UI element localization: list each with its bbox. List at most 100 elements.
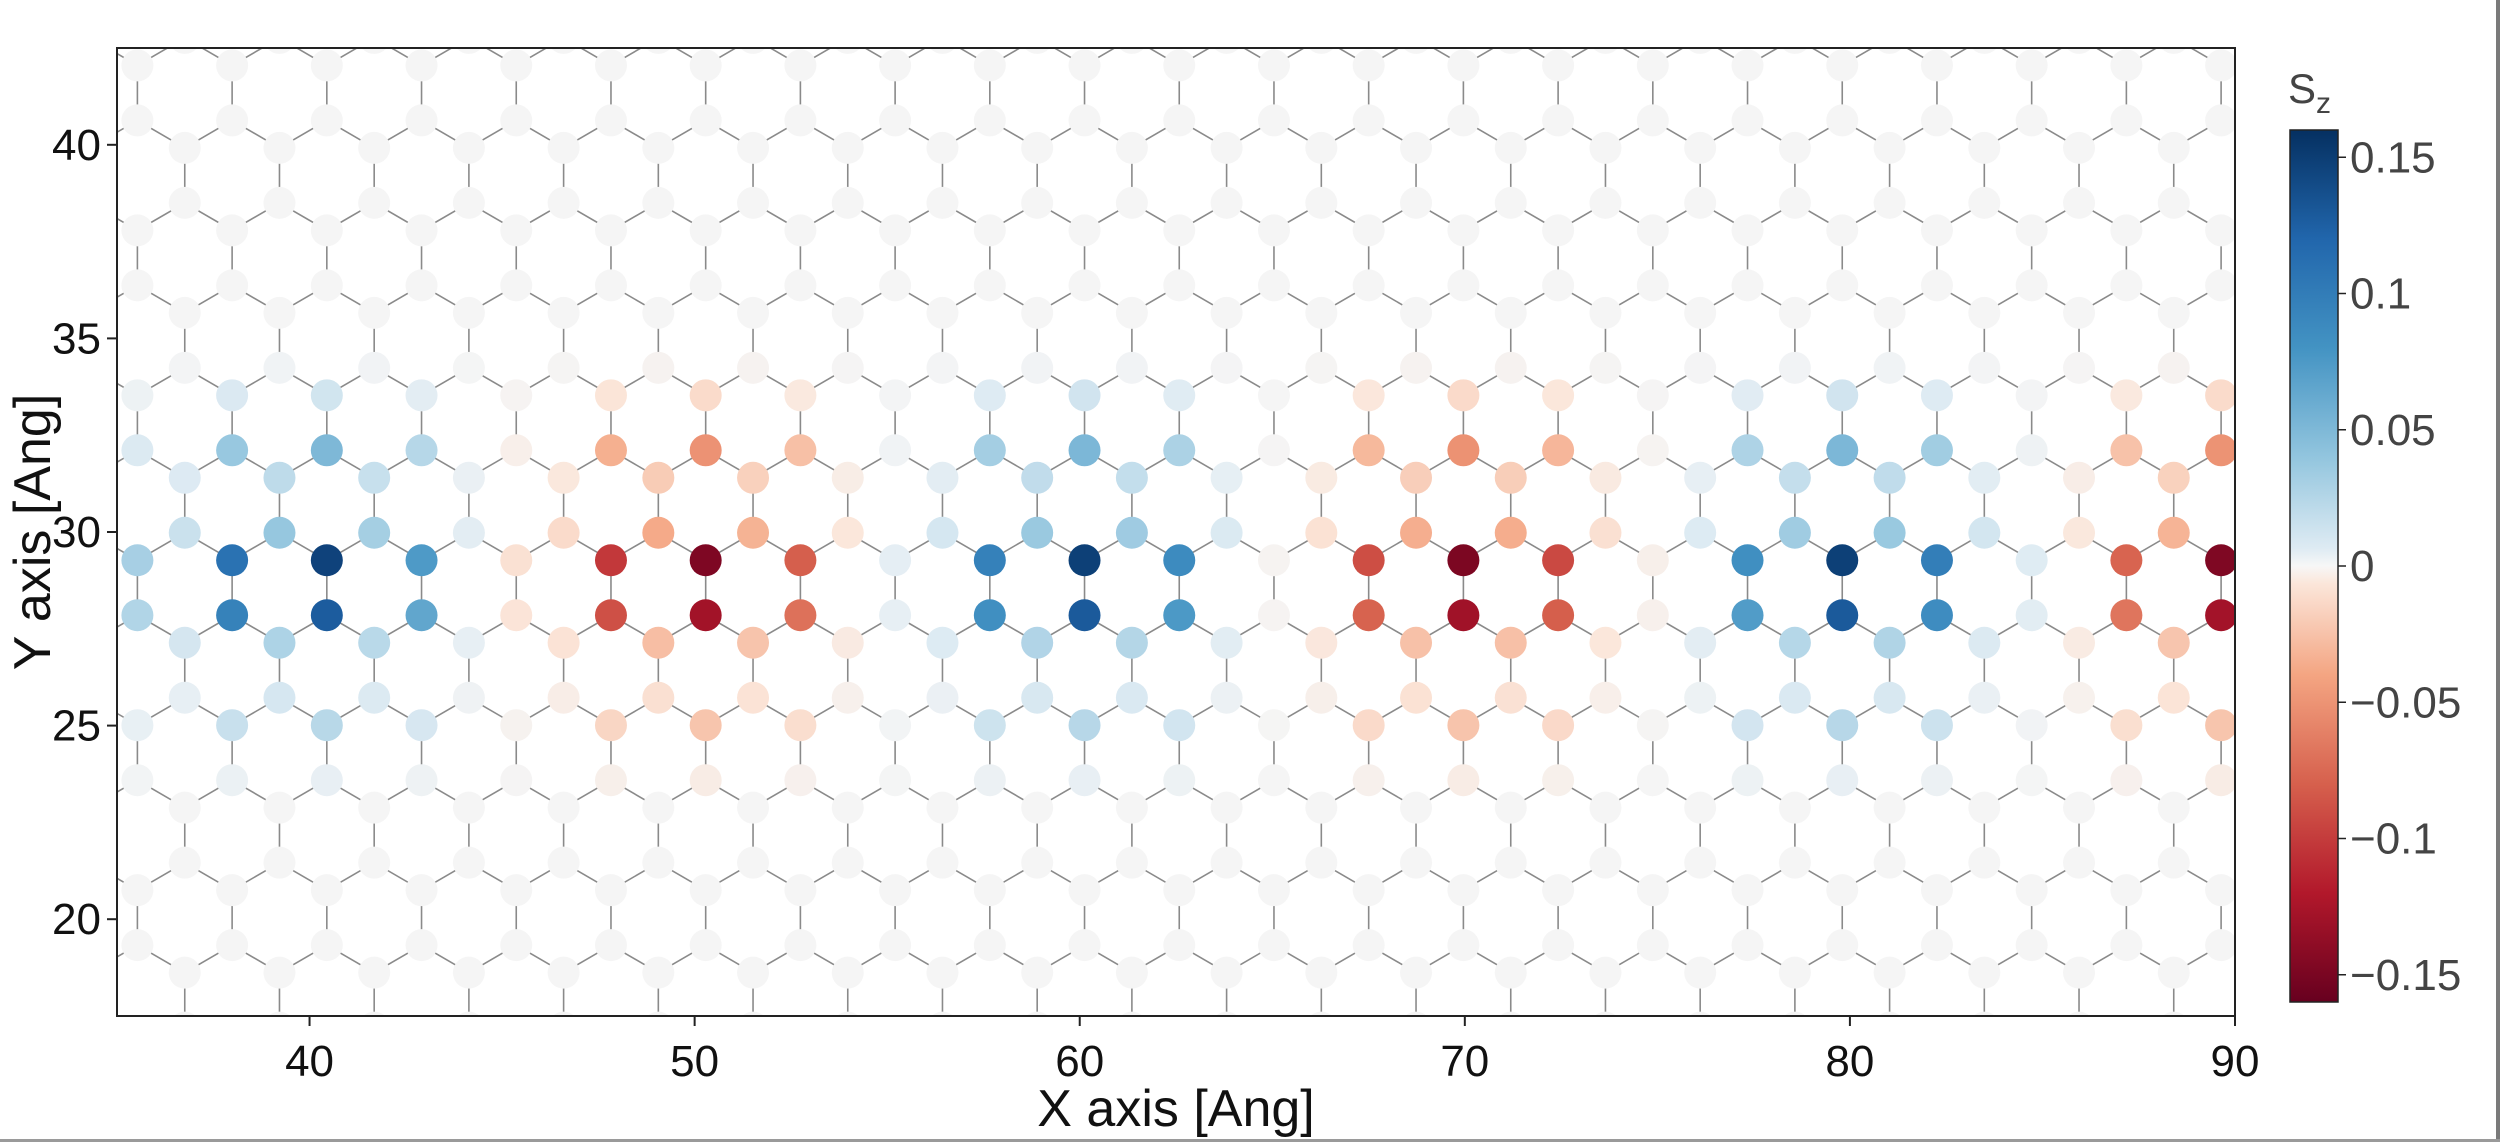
lattice-site <box>1120 1011 1143 1016</box>
lattice-site <box>973 874 1006 907</box>
lattice-site <box>500 214 533 247</box>
lattice-site <box>2110 929 2143 962</box>
lattice-site <box>1732 1039 1764 1071</box>
lattice-bond <box>2363 368 2410 395</box>
lattice-site <box>594 709 627 742</box>
lattice-site <box>1968 186 2001 219</box>
lattice-site <box>263 791 296 824</box>
lattice-site <box>74 462 106 494</box>
lattice-site <box>1826 929 1859 962</box>
lattice-bond <box>2458 863 2500 890</box>
lattice-bond <box>2458 533 2500 560</box>
lattice-site <box>121 599 154 632</box>
lattice-site <box>121 764 154 797</box>
lattice-bond <box>232 1028 279 1055</box>
lattice-site <box>1636 709 1669 742</box>
lattice-site <box>1873 846 1906 879</box>
lattice-bond <box>0 368 43 395</box>
lattice-site <box>2442 1012 2474 1044</box>
lattice-site <box>973 929 1006 962</box>
lattice-site <box>831 296 864 329</box>
lattice-site <box>737 131 770 164</box>
lattice-site <box>1920 104 1953 137</box>
lattice-site <box>1684 956 1717 989</box>
lattice-site <box>1968 956 2001 989</box>
lattice-site <box>452 956 485 989</box>
lattice-site <box>1968 131 2001 164</box>
lattice-site <box>1494 791 1527 824</box>
lattice-site <box>168 516 201 549</box>
lattice-bond <box>2411 285 2458 312</box>
lattice-site <box>168 351 201 384</box>
lattice-site <box>690 1094 722 1126</box>
lattice-site <box>452 681 485 714</box>
lattice-site <box>2395 104 2427 136</box>
lattice-site <box>0 132 11 164</box>
lattice-site <box>1257 874 1290 907</box>
lattice-bond <box>2316 1028 2363 1055</box>
lattice-site <box>1210 461 1243 494</box>
window-edge-bottom <box>0 1139 2500 1142</box>
lattice-site <box>926 516 959 549</box>
lattice-site <box>1778 846 1811 879</box>
lattice-site <box>879 764 912 797</box>
lattice-site <box>500 434 533 467</box>
lattice-site <box>1731 599 1764 632</box>
lattice-site <box>358 681 391 714</box>
lattice-site <box>594 214 627 247</box>
lattice-site <box>836 1011 859 1016</box>
lattice-site <box>1024 48 1050 54</box>
lattice-bond <box>2126 1028 2173 1055</box>
lattice-site <box>1968 351 2001 384</box>
lattice-site <box>926 626 959 659</box>
lattice-site <box>27 214 59 246</box>
lattice-site <box>310 104 343 137</box>
lattice-site <box>784 764 817 797</box>
lattice-site <box>1637 1094 1669 1126</box>
lattice-site <box>831 681 864 714</box>
lattice-site <box>1873 186 1906 219</box>
lattice-site <box>784 379 817 412</box>
lattice-site <box>547 791 580 824</box>
lattice-site <box>2205 434 2235 467</box>
lattice-site <box>406 1039 438 1071</box>
lattice-bond <box>43 368 90 395</box>
lattice-site <box>547 516 580 549</box>
lattice-site <box>405 49 438 82</box>
lattice-site <box>1305 626 1338 659</box>
lattice-site <box>358 846 391 879</box>
lattice-site <box>216 1094 248 1126</box>
lattice-site <box>0 682 11 714</box>
lattice-site <box>1920 434 1953 467</box>
lattice-site <box>2063 791 2096 824</box>
lattice-site <box>2205 929 2235 962</box>
lattice-site <box>2110 1094 2142 1126</box>
lattice-site <box>1115 681 1148 714</box>
lattice-site <box>452 351 485 384</box>
lattice-site <box>2205 599 2235 632</box>
lattice-site <box>1115 846 1148 879</box>
lattice-site <box>1352 49 1385 82</box>
lattice-site <box>216 269 249 302</box>
lattice-site <box>1021 351 1054 384</box>
lattice-site <box>1400 956 1433 989</box>
lattice-site <box>784 874 817 907</box>
lattice-site <box>2110 104 2143 137</box>
lattice-site <box>168 186 201 219</box>
lattice-site <box>1352 929 1385 962</box>
lattice-site <box>1400 351 1433 384</box>
colorbar-tick-label: 0.15 <box>2350 133 2436 182</box>
lattice-site <box>551 48 577 54</box>
lattice-site <box>1589 186 1622 219</box>
lattice-site <box>594 104 627 137</box>
lattice-site <box>1921 1039 1953 1071</box>
lattice-bond <box>43 203 90 230</box>
lattice-site <box>2063 516 2096 549</box>
lattice-site <box>2063 846 2096 879</box>
lattice-site <box>1305 846 1338 879</box>
lattice-site <box>452 846 485 879</box>
lattice-site <box>1542 1039 1574 1071</box>
lattice-site <box>2395 49 2427 81</box>
lattice-site <box>263 846 296 879</box>
lattice-site <box>1589 131 1622 164</box>
